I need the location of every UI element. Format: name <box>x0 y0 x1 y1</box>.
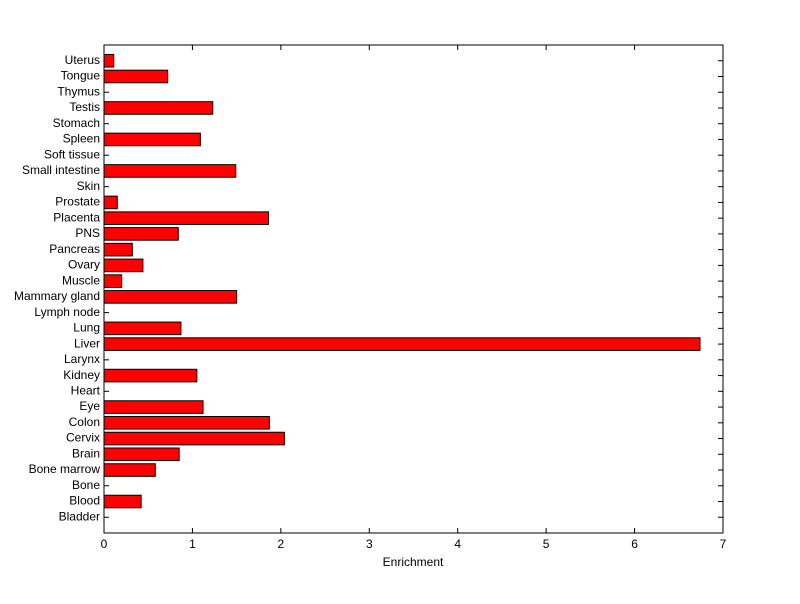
bar <box>103 242 133 257</box>
y-tick-label: Lymph node <box>34 305 100 319</box>
x-tick-label: 4 <box>454 537 461 551</box>
y-tick-label: Prostate <box>55 195 100 209</box>
bar <box>103 53 115 68</box>
bar <box>103 400 204 414</box>
y-tick-label: Small intestine <box>22 163 100 177</box>
x-tick-label: 7 <box>720 537 727 551</box>
y-tick-label: Uterus <box>65 53 100 67</box>
y-tick-label: Muscle <box>62 273 100 287</box>
y-tick-label: Spleen <box>63 132 100 146</box>
bar <box>103 416 270 430</box>
bar <box>103 69 169 84</box>
y-tick-label: Placenta <box>53 210 100 224</box>
y-tick-label: Heart <box>71 383 101 397</box>
y-tick-label: Bone marrow <box>29 462 101 476</box>
x-tick-label: 6 <box>631 537 638 551</box>
y-tick-label: Testis <box>69 100 100 114</box>
y-tick-label: Mammary gland <box>14 289 100 303</box>
y-tick-label: Eye <box>79 399 100 413</box>
plot-area <box>103 44 724 534</box>
y-tick-label: Ovary <box>68 258 100 272</box>
y-tick-label: Lung <box>73 321 100 335</box>
bar <box>103 227 179 241</box>
x-tick-label: 2 <box>278 537 285 551</box>
y-tick-label: Pancreas <box>49 242 100 256</box>
y-tick-label: Bladder <box>59 509 100 523</box>
bar <box>103 431 285 446</box>
y-tick-label: Colon <box>69 415 100 429</box>
bar <box>103 132 201 147</box>
y-tick-label: Brain <box>72 446 100 460</box>
y-tick-label: Liver <box>74 336 100 350</box>
bar <box>103 274 123 288</box>
x-tick-label: 0 <box>101 537 108 551</box>
x-tick-label: 5 <box>543 537 550 551</box>
x-axis-label: Enrichment <box>383 555 444 569</box>
y-tick-label: Soft tissue <box>44 147 100 161</box>
bar <box>103 337 701 351</box>
x-tick-label: 3 <box>366 537 373 551</box>
y-tick-label: Skin <box>77 179 100 193</box>
bar <box>103 463 156 477</box>
y-tick-label: PNS <box>75 226 100 240</box>
bar <box>103 101 214 115</box>
y-tick-label: Tongue <box>61 69 101 83</box>
y-tick-label: Blood <box>69 494 100 508</box>
bar <box>103 195 118 210</box>
bar <box>103 447 180 462</box>
bar <box>103 321 182 336</box>
bar <box>103 368 198 383</box>
bar <box>103 258 144 273</box>
bar <box>103 290 238 304</box>
y-tick-label: Stomach <box>53 116 100 130</box>
x-tick-label: 1 <box>189 537 196 551</box>
bar <box>103 211 269 225</box>
bar <box>103 494 142 509</box>
y-tick-label: Larynx <box>64 352 100 366</box>
y-tick-label: Thymus <box>57 84 100 98</box>
y-tick-label: Kidney <box>63 368 100 382</box>
y-tick-label: Cervix <box>66 431 100 445</box>
bar <box>103 164 237 178</box>
y-tick-label: Bone <box>72 478 100 492</box>
